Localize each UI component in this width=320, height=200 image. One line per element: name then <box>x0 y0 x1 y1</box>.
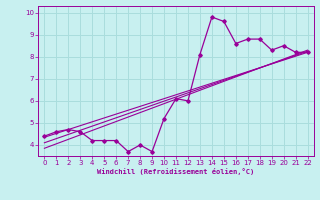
X-axis label: Windchill (Refroidissement éolien,°C): Windchill (Refroidissement éolien,°C) <box>97 168 255 175</box>
